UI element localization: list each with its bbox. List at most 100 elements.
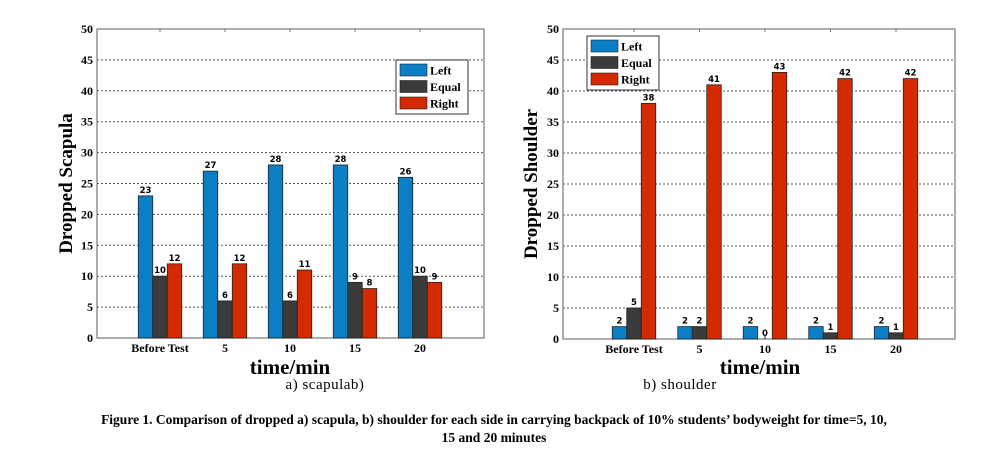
bar-right: [837, 78, 853, 340]
legend-swatch-equal: [399, 80, 428, 93]
legend: Left Equal Right: [395, 59, 469, 115]
data-label: 6: [222, 291, 228, 301]
bar-right: [902, 78, 919, 340]
figure-caption-line1: Figure 1. Comparison of dropped a) scapu…: [101, 412, 887, 427]
legend-swatch-right: [590, 72, 619, 86]
legend-label-equal: Equal: [621, 56, 652, 70]
y-tick-label: 50: [81, 22, 93, 36]
bar-equal: [822, 332, 839, 340]
bar-right: [771, 72, 788, 340]
x-axis-label: time/min: [720, 355, 801, 379]
data-label: 9: [432, 272, 438, 282]
bar-left: [202, 170, 219, 339]
legend-label-left: Left: [621, 40, 642, 54]
x-tick-label: 5: [697, 342, 703, 356]
bar-left: [397, 176, 414, 339]
bar-right: [361, 288, 378, 339]
bar-right: [706, 84, 722, 340]
y-tick-label: 40: [547, 84, 559, 98]
y-tick-label: 5: [87, 300, 93, 314]
x-tick-label: 20: [414, 341, 426, 355]
x-tick-label: 10: [759, 342, 771, 356]
legend-label-equal: Equal: [430, 80, 461, 94]
data-label: 12: [169, 254, 181, 264]
y-tick-label: 45: [547, 53, 559, 67]
bar-equal: [691, 326, 708, 340]
data-label: 2: [813, 317, 819, 327]
figure-caption-line2: 15 and 20 minutes: [441, 430, 547, 445]
legend-swatch-equal: [590, 56, 619, 69]
legend-swatch-right: [399, 96, 428, 110]
y-tick-label: 15: [547, 239, 559, 253]
bar-equal: [152, 275, 168, 339]
data-label: 6: [287, 291, 293, 301]
data-label: 10: [414, 266, 426, 276]
data-label: 2: [748, 317, 754, 327]
y-tick-label: 45: [81, 53, 93, 67]
y-tick-label: 20: [547, 208, 559, 222]
data-label: 1: [828, 323, 834, 333]
bar-right: [640, 103, 657, 340]
chart-subtitle: a) scapulab): [286, 377, 365, 393]
bar-left: [742, 326, 759, 340]
y-tick-label: 5: [553, 301, 559, 315]
y-tick-label: 35: [81, 115, 93, 129]
data-label: 41: [708, 75, 720, 85]
y-tick-label: 0: [87, 331, 93, 345]
bar-right: [166, 263, 183, 339]
bar-left: [267, 164, 284, 339]
y-tick-label: 0: [553, 332, 559, 346]
bar-right: [426, 281, 443, 339]
y-tick-label: 25: [547, 177, 559, 191]
x-tick-label: Before Test: [605, 342, 662, 356]
data-label: 42: [839, 69, 851, 79]
x-tick-label: 20: [890, 342, 902, 356]
x-axis-label: time/min: [250, 355, 331, 379]
bar-left: [873, 326, 890, 340]
bar-equal: [217, 300, 233, 339]
data-label: 8: [367, 279, 373, 289]
legend-label-right: Right: [430, 97, 459, 111]
bar-right: [296, 269, 313, 339]
data-label: 5: [631, 298, 637, 308]
data-label: 9: [352, 272, 358, 282]
data-label: 28: [335, 155, 347, 165]
y-tick-label: 35: [547, 115, 559, 129]
data-label: 1: [893, 323, 899, 333]
data-label: 28: [270, 155, 282, 165]
data-label: 12: [234, 254, 246, 264]
y-tick-label: 30: [547, 146, 559, 160]
y-tick-label: 40: [81, 84, 93, 98]
y-axis-label: Dropped Shoulder: [521, 108, 542, 259]
data-label: 0: [762, 329, 768, 339]
bar-equal: [347, 281, 363, 339]
y-tick-label: 20: [81, 207, 93, 221]
data-label: 27: [205, 161, 217, 171]
legend-label-right: Right: [621, 73, 650, 87]
bar-equal: [412, 275, 428, 339]
bar-equal: [282, 300, 298, 339]
data-label: 2: [879, 317, 885, 327]
plot-area-frame: [562, 28, 956, 340]
data-label: 2: [697, 317, 703, 327]
bar-left: [677, 326, 693, 340]
bar-left: [332, 164, 349, 339]
bar-equal: [888, 332, 904, 340]
legend-label-left: Left: [430, 64, 451, 78]
data-label: 26: [400, 167, 412, 177]
data-label: 42: [905, 69, 917, 79]
bar-left: [611, 326, 628, 340]
legend-swatch-left: [399, 63, 428, 77]
y-axis-label: Dropped Scapula: [56, 113, 77, 254]
x-tick-label: 5: [222, 341, 228, 355]
y-tick-label: 30: [81, 146, 93, 160]
legend: Left Equal Right: [586, 35, 660, 91]
data-label: 38: [643, 93, 655, 103]
chart-subtitle: b) shoulder: [643, 377, 716, 393]
x-tick-label: 10: [284, 341, 296, 355]
x-tick-label: Before Test: [131, 341, 188, 355]
data-label: 2: [682, 317, 688, 327]
data-label: 2: [617, 317, 623, 327]
